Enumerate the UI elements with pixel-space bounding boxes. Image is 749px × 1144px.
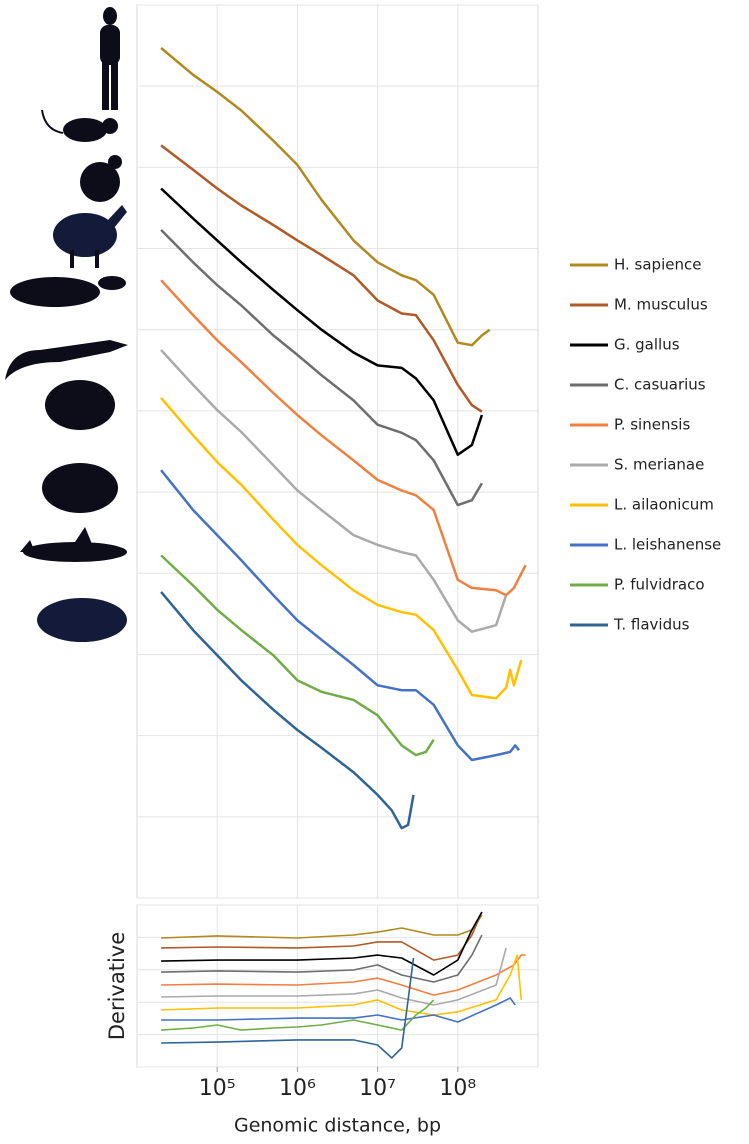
series-line (161, 934, 483, 983)
legend-label: L. ailaonicum (614, 496, 714, 514)
x-tick-label: 10⁷ (359, 1076, 396, 1101)
series-line (160, 47, 491, 347)
series-line (160, 554, 435, 757)
series-line (160, 397, 523, 700)
series-line (160, 187, 484, 456)
series-line (160, 591, 415, 830)
series-line (161, 999, 435, 1031)
legend-label: S. merianae (614, 456, 704, 474)
legend-label: P. sinensis (614, 416, 690, 434)
series-line (160, 279, 527, 597)
legend-label: M. musculus (614, 296, 708, 314)
x-tick-label: 10⁵ (199, 1076, 236, 1101)
x-axis-label: Genomic distance, bp (234, 1115, 441, 1137)
legend-label: C. casuarius (614, 376, 706, 394)
series-line (161, 911, 483, 976)
series-line (161, 997, 516, 1023)
silhouettes (5, 7, 128, 642)
legend-label: H. sapience (614, 256, 701, 274)
series-line (160, 144, 483, 413)
series-line (160, 229, 483, 507)
legend-label: L. leishanense (614, 536, 721, 554)
legend-label: G. gallus (614, 336, 680, 354)
legend-label: P. fulvidraco (614, 576, 705, 594)
series-line (160, 349, 508, 633)
series-line (161, 914, 483, 939)
legend-label: T. flavidus (613, 616, 690, 634)
y-axis-label: Derivative (105, 932, 129, 1040)
series-line (160, 469, 520, 762)
x-tick-label: 10⁶ (279, 1076, 316, 1101)
x-tick-label: 10⁸ (439, 1076, 476, 1101)
series-line (161, 957, 415, 1059)
series-line (161, 954, 523, 1016)
plot-area (136, 4, 539, 899)
series-line (161, 947, 507, 1006)
